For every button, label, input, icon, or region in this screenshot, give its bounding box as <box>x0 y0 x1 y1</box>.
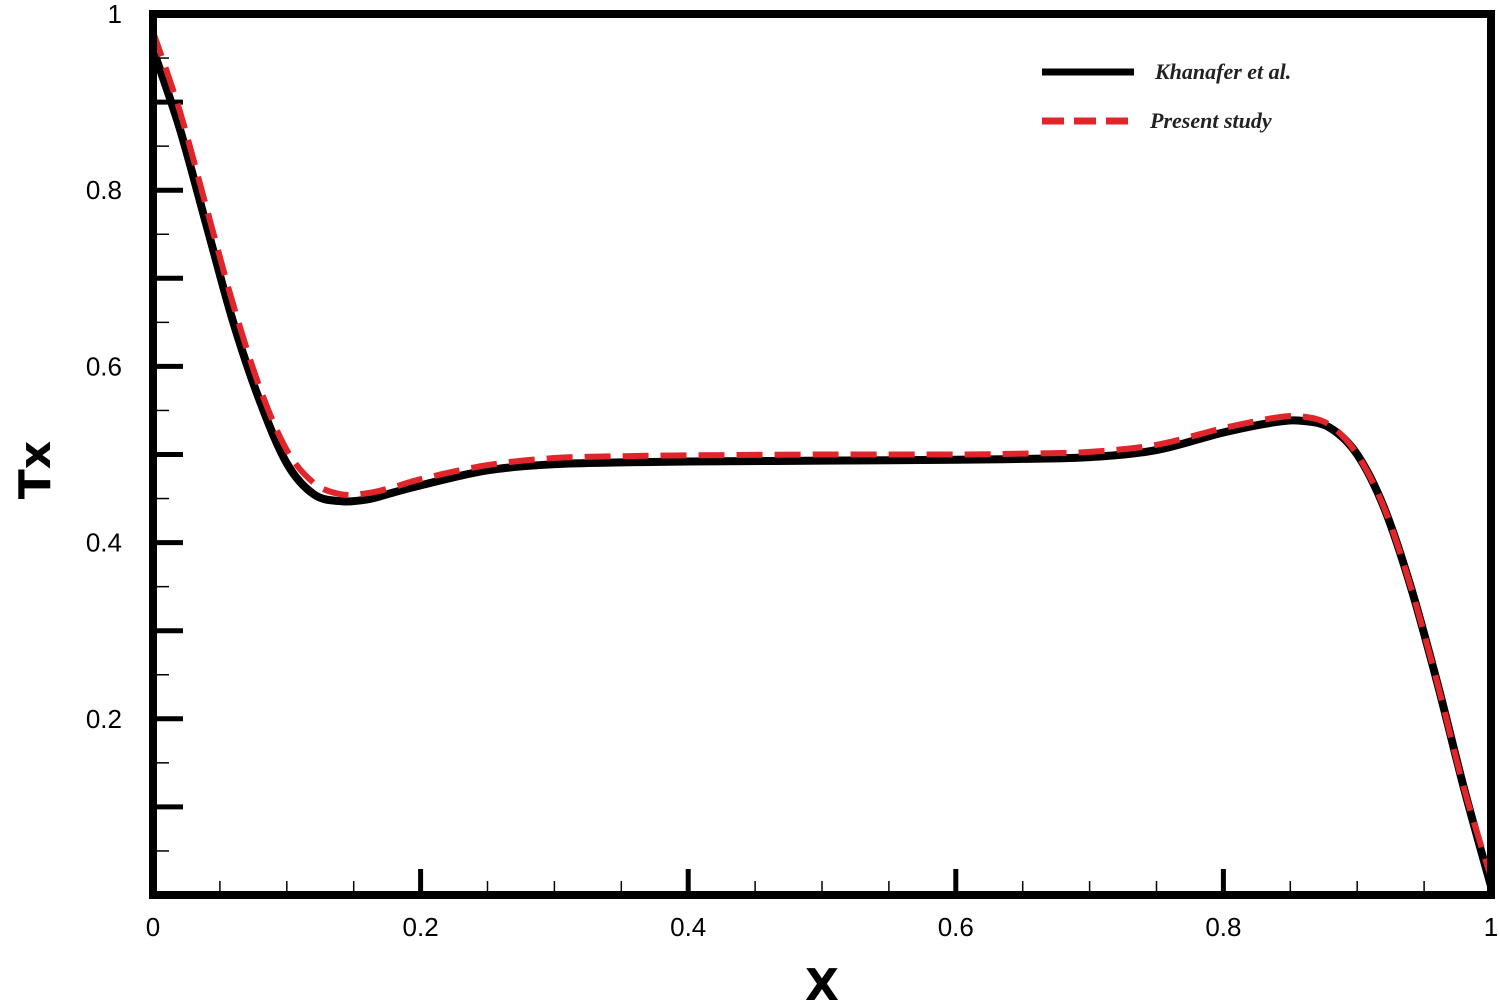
y-tick-label: 1 <box>108 0 122 29</box>
y-tick-label: 0.2 <box>86 704 122 734</box>
x-axis-title: X <box>805 960 839 1006</box>
y-tick-label: 0.6 <box>86 351 122 381</box>
x-tick-label: 0.2 <box>403 912 439 942</box>
series-line-present <box>150 30 1494 879</box>
x-tick-label: 0.4 <box>670 912 706 942</box>
ticks-layer <box>153 57 1425 895</box>
x-tick-label: 1 <box>1484 912 1498 942</box>
series-layer <box>149 30 1495 888</box>
x-tick-label: 0 <box>146 912 160 942</box>
x-tick-label: 0.8 <box>1205 912 1241 942</box>
labels-layer: 0 0.2 0.4 0.6 0.8 1 0.2 0.4 0.6 0.8 1 <box>86 0 1498 942</box>
legend: Khanafer et al. Present study <box>1042 59 1291 133</box>
y-tick-label: 0.8 <box>86 175 122 205</box>
series-line-khanafer <box>149 47 1495 888</box>
legend-label-present: Present study <box>1149 108 1272 133</box>
y-axis-title: Tx <box>10 441 61 499</box>
plot-frame <box>149 10 1495 899</box>
legend-label-khanafer: Khanafer et al. <box>1154 59 1291 84</box>
y-tick-label: 0.4 <box>86 528 122 558</box>
x-tick-label: 0.6 <box>938 912 974 942</box>
